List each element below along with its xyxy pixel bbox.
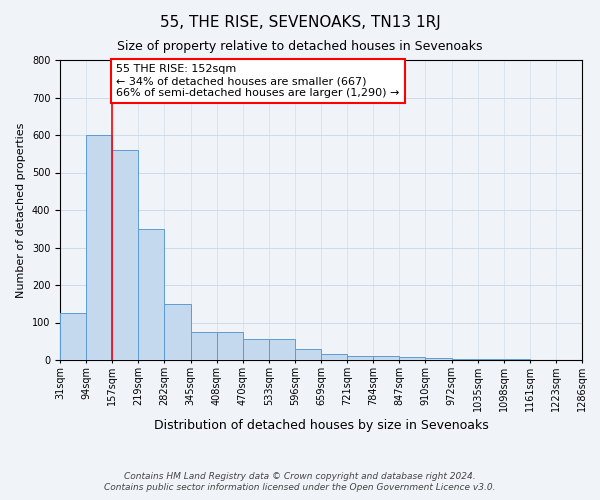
Bar <box>321 354 347 360</box>
Text: Size of property relative to detached houses in Sevenoaks: Size of property relative to detached ho… <box>117 40 483 53</box>
Bar <box>164 304 191 360</box>
Bar <box>347 356 373 360</box>
Bar <box>112 150 139 360</box>
Bar <box>217 332 243 360</box>
Bar <box>86 135 112 360</box>
Y-axis label: Number of detached properties: Number of detached properties <box>16 122 26 298</box>
Bar <box>269 340 295 360</box>
Bar <box>295 349 321 360</box>
Text: Contains HM Land Registry data © Crown copyright and database right 2024.
Contai: Contains HM Land Registry data © Crown c… <box>104 472 496 492</box>
Bar <box>478 359 504 360</box>
Text: 55 THE RISE: 152sqm
← 34% of detached houses are smaller (667)
66% of semi-detac: 55 THE RISE: 152sqm ← 34% of detached ho… <box>116 64 400 98</box>
Bar <box>60 313 86 360</box>
Bar <box>139 229 164 360</box>
Bar <box>243 340 269 360</box>
X-axis label: Distribution of detached houses by size in Sevenoaks: Distribution of detached houses by size … <box>154 420 488 432</box>
Bar <box>504 359 530 360</box>
Text: 55, THE RISE, SEVENOAKS, TN13 1RJ: 55, THE RISE, SEVENOAKS, TN13 1RJ <box>160 15 440 30</box>
Bar <box>452 358 478 360</box>
Bar <box>373 356 400 360</box>
Bar <box>425 358 452 360</box>
Bar <box>191 332 217 360</box>
Bar <box>400 358 425 360</box>
